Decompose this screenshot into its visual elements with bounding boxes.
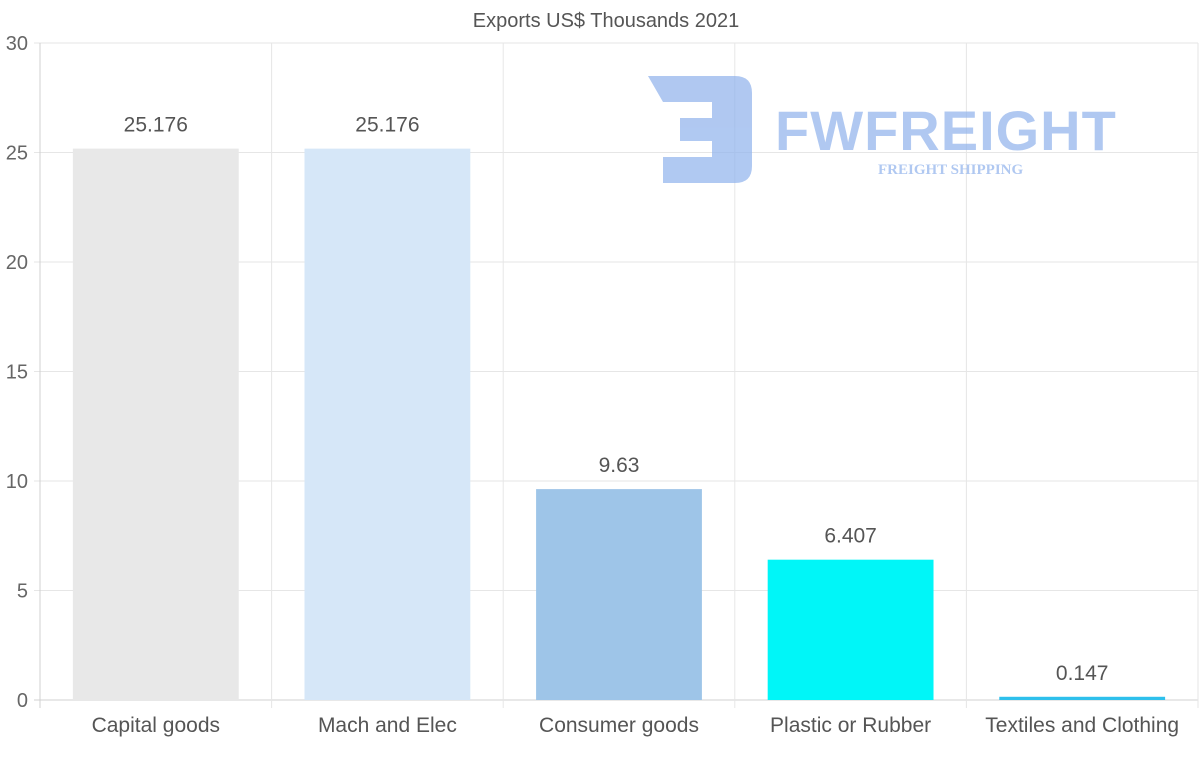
x-tick-label: Capital goods bbox=[92, 714, 220, 737]
x-tick-label: Consumer goods bbox=[539, 714, 699, 737]
watermark-brand: FWFREIGHT bbox=[775, 99, 1117, 162]
x-tick-label: Textiles and Clothing bbox=[985, 714, 1179, 737]
chart-title: Exports US$ Thousands 2021 bbox=[473, 10, 739, 32]
x-tick-label: Mach and Elec bbox=[318, 714, 457, 737]
y-axis: 0 5 10 15 20 25 30 bbox=[6, 33, 28, 712]
data-label: 0.147 bbox=[1056, 662, 1109, 685]
y-tick-label: 20 bbox=[6, 252, 28, 274]
y-tick-label: 25 bbox=[6, 143, 28, 165]
bar bbox=[72, 148, 239, 700]
watermark-logo: FWFREIGHT FREIGHT SHIPPING bbox=[648, 76, 1117, 183]
data-label: 25.176 bbox=[355, 114, 419, 137]
bar bbox=[304, 148, 471, 700]
fwfreight-logo-icon bbox=[648, 76, 752, 183]
bar bbox=[999, 696, 1166, 700]
bars bbox=[72, 148, 1166, 700]
data-label: 25.176 bbox=[124, 114, 188, 137]
data-label: 9.63 bbox=[599, 454, 640, 477]
y-tick-label: 10 bbox=[6, 471, 28, 493]
x-tick-label: Plastic or Rubber bbox=[770, 714, 931, 737]
y-tick-label: 30 bbox=[6, 33, 28, 55]
y-tick-label: 0 bbox=[17, 690, 28, 712]
data-labels: 25.176 25.176 9.63 6.407 0.147 bbox=[124, 114, 1109, 685]
bar bbox=[536, 489, 702, 700]
bar bbox=[767, 559, 934, 700]
y-tick-label: 15 bbox=[6, 362, 28, 384]
data-label: 6.407 bbox=[824, 525, 877, 548]
x-axis: Capital goods Mach and Elec Consumer goods… bbox=[92, 714, 1180, 737]
watermark-tagline: FREIGHT SHIPPING bbox=[878, 162, 1023, 178]
y-tick-label: 5 bbox=[17, 581, 28, 603]
